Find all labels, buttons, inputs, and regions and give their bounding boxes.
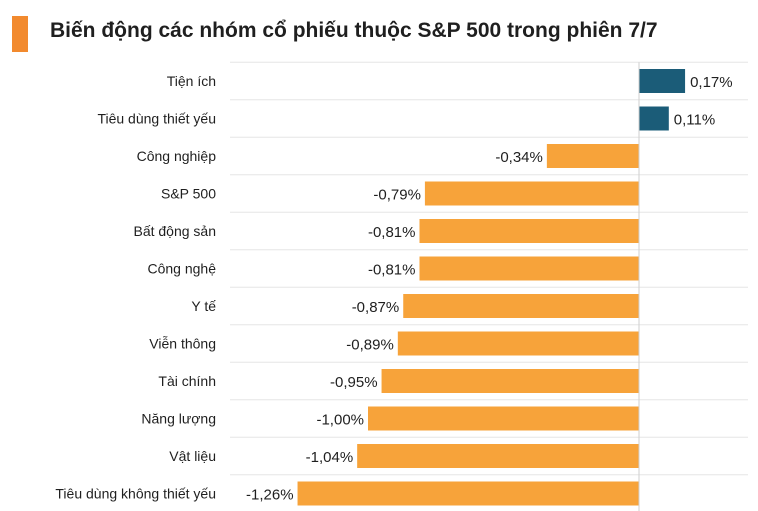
value-label: -1,00% bbox=[316, 412, 364, 429]
chart-title: Biến động các nhóm cổ phiếu thuộc S&P 50… bbox=[50, 19, 658, 42]
category-label: Năng lượng bbox=[141, 411, 216, 427]
value-label: -0,95% bbox=[330, 374, 378, 391]
bar-positive bbox=[639, 69, 686, 93]
value-label: 0,11% bbox=[674, 112, 715, 129]
category-label: Bất động sản bbox=[133, 223, 216, 239]
category-label: S&P 500 bbox=[161, 186, 216, 202]
value-label: -1,04% bbox=[306, 449, 354, 466]
value-label: -0,79% bbox=[373, 187, 421, 204]
bar-negative bbox=[397, 331, 639, 356]
value-label: -1,26% bbox=[246, 487, 294, 504]
bar-negative bbox=[546, 144, 639, 168]
bar-positive bbox=[639, 106, 669, 131]
bar-negative bbox=[419, 219, 639, 243]
value-label: -0,81% bbox=[368, 262, 416, 279]
bar-negative bbox=[368, 406, 639, 431]
bar-negative bbox=[297, 481, 639, 506]
bar-negative bbox=[381, 369, 639, 393]
bars: Tiện ích 0,17% Tiêu dùng thiết yếu 0,11% Côn… bbox=[55, 69, 733, 506]
category-label: Công nghệ bbox=[147, 261, 216, 277]
bar-negative bbox=[419, 256, 639, 281]
category-label: Vật liệu bbox=[169, 448, 216, 464]
category-label: Tiện ích bbox=[167, 73, 216, 89]
title-accent-bar bbox=[12, 16, 28, 52]
value-label: -0,89% bbox=[346, 337, 394, 354]
bar-negative bbox=[424, 181, 639, 206]
bar-negative bbox=[403, 294, 639, 318]
grid-lines bbox=[230, 61, 748, 476]
value-label: -0,34% bbox=[495, 149, 543, 166]
category-label: Tiêu dùng không thiết yếu bbox=[55, 486, 216, 502]
category-label: Y tế bbox=[191, 298, 216, 314]
category-label: Viễn thông bbox=[149, 336, 216, 352]
category-label: Tiêu dùng thiết yếu bbox=[97, 111, 216, 127]
category-label: Tài chính bbox=[158, 373, 216, 389]
category-label: Công nghiệp bbox=[137, 148, 217, 164]
bar-negative bbox=[357, 444, 639, 468]
value-label: -0,87% bbox=[352, 299, 400, 316]
value-label: -0,81% bbox=[368, 224, 416, 241]
value-label: 0,17% bbox=[690, 74, 733, 91]
